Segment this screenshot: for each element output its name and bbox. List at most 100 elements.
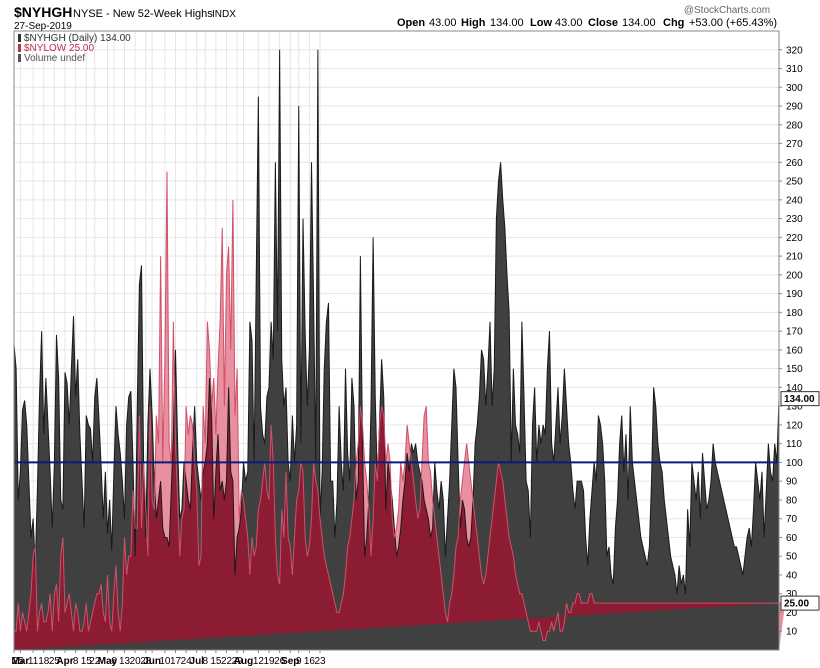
y-tick-label: 250	[786, 177, 803, 188]
y-tick-label: 20	[786, 608, 798, 619]
x-tick-label: 22	[89, 656, 101, 667]
y-tick-label: 70	[786, 514, 798, 525]
y-tick-label: 100	[786, 458, 803, 469]
y-tick-label: 270	[786, 139, 803, 150]
y-tick-label: 160	[786, 345, 803, 356]
legend-entry: $NYHGH (Daily) 134.00	[24, 33, 131, 44]
legend-swatch	[18, 54, 21, 62]
y-tick-label: 230	[786, 214, 803, 225]
y-tick-label: 190	[786, 289, 803, 300]
close-value: 134.00	[622, 17, 656, 29]
y-tick-label: 110	[786, 439, 802, 450]
x-tick-label: Jul	[190, 656, 205, 667]
high-label: High	[461, 17, 486, 29]
legend-swatch	[18, 34, 21, 42]
last-value-lows-box	[780, 595, 820, 611]
y-tick-label: 290	[786, 102, 803, 113]
ohlc-readout: Open 43.00 High 134.00 Low 43.00 Close 1…	[397, 17, 777, 29]
y-tick-label: 130	[786, 402, 803, 413]
close-label: Close	[588, 17, 618, 29]
y-axis: 10 20 30 40 50 60 70 80 90 100 110 120 130 140 150 160 1…	[779, 45, 803, 638]
x-tick-label: Mar	[11, 656, 29, 667]
y-tick-label: 120	[786, 420, 803, 431]
y-tick-label: 140	[786, 383, 803, 394]
x-tick-label: Sep	[281, 656, 299, 667]
chg-value: +53.00 (+65.43%)	[689, 17, 777, 29]
y-tick-label: 90	[786, 477, 798, 488]
y-tick-label: 260	[786, 158, 803, 169]
description: NYSE - New 52-Week Highs	[73, 8, 213, 20]
symbol: $NYHGH	[14, 4, 72, 20]
x-tick-label: 15	[210, 656, 222, 667]
series-areas	[13, 49, 786, 650]
x-tick-label: Jun	[143, 656, 161, 667]
highs-line	[13, 49, 780, 594]
last-value-highs: 134.00	[780, 391, 820, 407]
high-value: 134.00	[490, 17, 524, 29]
x-tick-label: 22	[221, 656, 233, 667]
legend-entry: Volume undef	[24, 53, 85, 64]
lows-line	[14, 171, 786, 642]
last-value-highs-box	[780, 391, 820, 407]
x-tick-label: Apr	[56, 656, 73, 667]
exchange: INDX	[212, 9, 236, 20]
x-tick-label: 18	[38, 656, 50, 667]
last-value-lows-text: 25.00	[784, 599, 809, 610]
x-tick-label: 9	[296, 656, 302, 667]
last-value-lows: 25.00	[780, 595, 820, 611]
x-tick-label: 28	[140, 656, 152, 667]
y-tick-label: 60	[786, 533, 798, 544]
x-tick-label: 19	[263, 656, 275, 667]
x-tick-label: 12	[253, 656, 265, 667]
y-tick-label: 210	[786, 252, 803, 263]
x-tick-label: 13	[119, 656, 131, 667]
y-tick-label: 80	[786, 495, 798, 506]
y-tick-label: 240	[786, 195, 803, 206]
low-label: Low	[530, 17, 552, 29]
chg-label: Chg	[663, 17, 684, 29]
open-value: 43.00	[429, 17, 457, 29]
open-label: Open	[397, 17, 425, 29]
x-tick-label: 16	[304, 656, 316, 667]
x-tick-label: May	[98, 656, 118, 667]
x-tick-label: 23	[314, 656, 326, 667]
x-tick-label: 6	[111, 656, 117, 667]
date: 27-Sep-2019	[14, 21, 72, 32]
y-tick-label: 310	[786, 64, 803, 75]
x-tick-label: 20	[130, 656, 142, 667]
y-tick-label: 320	[786, 45, 803, 56]
x-tick-label: 10	[159, 656, 171, 667]
y-tick-label: 50	[786, 552, 798, 563]
legend-swatch	[18, 44, 21, 52]
y-tick-label: 200	[786, 270, 803, 281]
y-tick-label: 40	[786, 570, 798, 581]
x-tick-label: 11	[28, 656, 39, 667]
x-tick-label: 25	[49, 656, 61, 667]
legend: $NYHGH (Daily) 134.00$NYLOW 25.00Volume …	[18, 33, 131, 64]
y-tick-label: 170	[786, 327, 803, 338]
last-value-highs-text: 134.00	[784, 394, 815, 405]
x-tick-label: 17	[170, 656, 182, 667]
y-tick-label: 300	[786, 83, 803, 94]
lows-area	[14, 378, 779, 650]
y-tick-label: 180	[786, 308, 803, 319]
x-tick-label: 25	[12, 656, 24, 667]
y-tick-label: 220	[786, 233, 803, 244]
legend-entry: $NYLOW 25.00	[24, 43, 94, 54]
x-tick-label: Aug	[234, 656, 253, 667]
x-tick-label: 8	[73, 656, 79, 667]
y-tick-label: 30	[786, 589, 798, 600]
x-tick-label: 26	[274, 656, 286, 667]
watermark: @StockCharts.com	[684, 5, 770, 16]
x-tick-label: 8	[202, 656, 208, 667]
y-tick-label: 150	[786, 364, 803, 375]
x-tick-label: 15	[81, 656, 93, 667]
plot-frame	[13, 30, 780, 651]
x-tick-label: 24	[181, 656, 193, 667]
low-value: 43.00	[555, 17, 583, 29]
y-tick-label: 10	[786, 627, 798, 638]
y-tick-label: 280	[786, 120, 803, 131]
x-tick-label: 29	[232, 656, 244, 667]
